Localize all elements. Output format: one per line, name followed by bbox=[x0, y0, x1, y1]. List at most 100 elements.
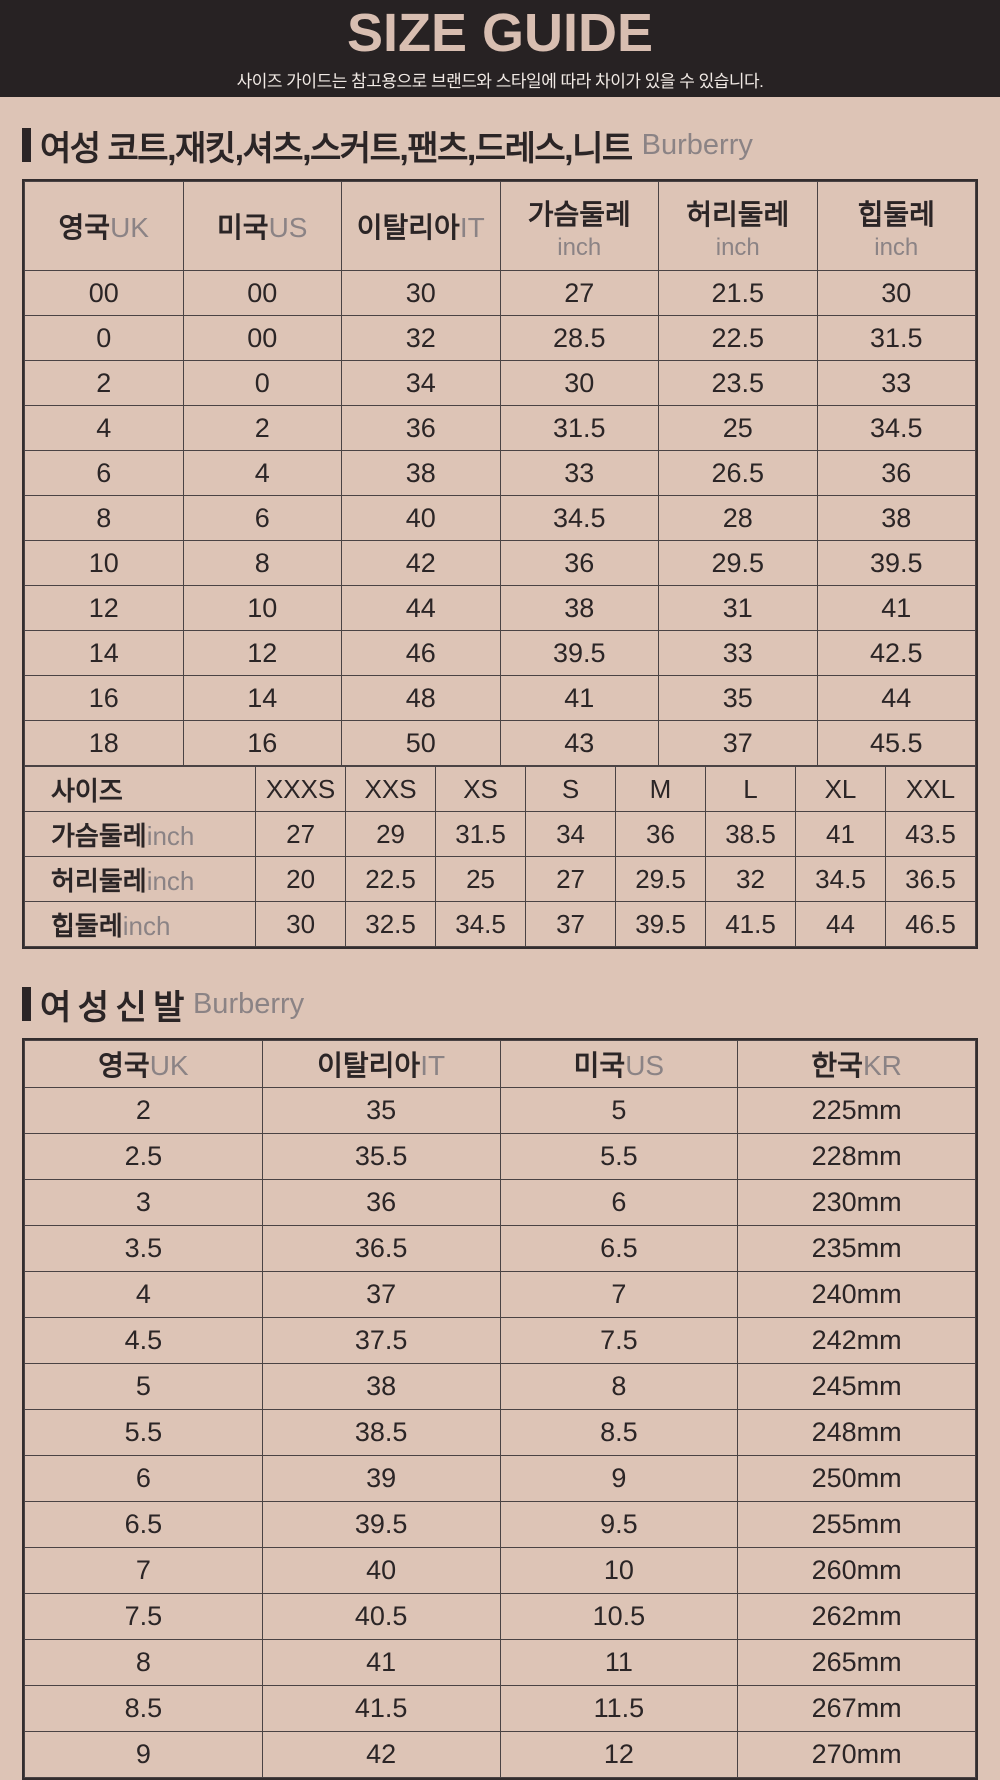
table-cell: 22.5 bbox=[345, 856, 437, 902]
table-row: 18 16 50 43 37 45.5 bbox=[24, 720, 976, 766]
table-cell: 6 bbox=[24, 1455, 263, 1502]
table-row: 7.5 40.5 10.5 262mm bbox=[24, 1593, 976, 1640]
table-cell: 38 bbox=[499, 585, 659, 631]
table-row: 7 40 10 260mm bbox=[24, 1547, 976, 1594]
table-cell: 11.5 bbox=[499, 1685, 739, 1732]
column-header-suffix: UK bbox=[110, 212, 149, 243]
column-header-suffix: inch bbox=[557, 233, 602, 261]
table-cell: 6 bbox=[182, 495, 342, 541]
table-cell: 36 bbox=[261, 1179, 501, 1226]
table-row: 5.5 38.5 8.5 248mm bbox=[24, 1409, 976, 1456]
table-cell: 34.5 bbox=[499, 495, 659, 541]
table-row: 2 35 5 225mm bbox=[24, 1087, 976, 1134]
column-header: 미국US bbox=[182, 181, 342, 271]
app-header: SIZE GUIDE 사이즈 가이드는 참고용으로 브랜드와 스타일에 따라 차… bbox=[0, 0, 1000, 97]
table-cell: 31 bbox=[658, 585, 818, 631]
table-cell: 4 bbox=[24, 405, 184, 451]
table-cell: 26.5 bbox=[658, 450, 818, 496]
table-cell: 18 bbox=[24, 720, 184, 766]
table-cell: 10 bbox=[24, 540, 184, 586]
table-row: 6.5 39.5 9.5 255mm bbox=[24, 1501, 976, 1548]
table-cell: 42.5 bbox=[816, 630, 976, 676]
table-cell: 38 bbox=[816, 495, 976, 541]
table-cell: 6.5 bbox=[24, 1501, 263, 1548]
table-cell: 33 bbox=[816, 360, 976, 406]
table-cell: 10 bbox=[499, 1547, 739, 1594]
column-header-suffix: inch bbox=[874, 233, 919, 261]
table-cell: 41 bbox=[261, 1639, 501, 1686]
table-cell: 34.5 bbox=[794, 856, 886, 902]
table-row: 8 41 11 265mm bbox=[24, 1639, 976, 1686]
table-cell: 44 bbox=[341, 585, 501, 631]
table-cell: 2 bbox=[24, 1087, 263, 1134]
table-cell: 267mm bbox=[737, 1685, 976, 1732]
table-cell: 2 bbox=[182, 405, 342, 451]
table-cell: 35 bbox=[658, 675, 818, 721]
table-row: 12 10 44 38 31 41 bbox=[24, 585, 976, 631]
table-cell: 00 bbox=[24, 270, 184, 316]
table-cell: 31.5 bbox=[816, 315, 976, 361]
table-cell: 8 bbox=[499, 1363, 739, 1410]
table-cell: 35 bbox=[261, 1087, 501, 1134]
table-cell: 12 bbox=[499, 1731, 739, 1778]
table-cell: 29 bbox=[345, 811, 437, 857]
table-cell: 22.5 bbox=[658, 315, 818, 361]
row-header: 힙둘레inch bbox=[23, 901, 257, 947]
table-cell: 240mm bbox=[737, 1271, 976, 1318]
column-header: S bbox=[525, 766, 617, 812]
table-cell: 27 bbox=[499, 270, 659, 316]
table-cell: 42 bbox=[341, 540, 501, 586]
column-header-suffix: IT bbox=[420, 1050, 446, 1081]
column-header-suffix: inch bbox=[715, 233, 760, 261]
table-cell: 20 bbox=[255, 856, 347, 902]
table-cell: 5 bbox=[24, 1363, 263, 1410]
column-header: XL bbox=[794, 766, 886, 812]
table-cell: 37 bbox=[658, 720, 818, 766]
table-row: 4 37 7 240mm bbox=[24, 1271, 976, 1318]
table-cell: 37 bbox=[261, 1271, 501, 1318]
table-cell: 44 bbox=[794, 901, 886, 947]
table-cell: 3.5 bbox=[24, 1225, 263, 1272]
table-cell: 25 bbox=[658, 405, 818, 451]
table-cell: 43.5 bbox=[884, 811, 977, 857]
table-cell: 248mm bbox=[737, 1409, 976, 1456]
table-cell: 3 bbox=[24, 1179, 263, 1226]
table-cell: 32.5 bbox=[345, 901, 437, 947]
table-cell: 38.5 bbox=[261, 1409, 501, 1456]
column-header: 힙둘레 inch bbox=[816, 181, 976, 271]
table-cell: 16 bbox=[24, 675, 184, 721]
table-row: 16 14 48 41 35 44 bbox=[24, 675, 976, 721]
table-cell: 270mm bbox=[737, 1731, 976, 1778]
column-header-suffix: UK bbox=[149, 1050, 189, 1081]
main-content: 여성 코트,재킷,셔츠,스커트,팬츠,드레스,니트 Burberry 영국UK 미… bbox=[0, 124, 1000, 1780]
column-header: 영국UK bbox=[24, 1040, 263, 1088]
table-cell: 37.5 bbox=[261, 1317, 501, 1364]
table-cell: 235mm bbox=[737, 1225, 976, 1272]
table-cell: 36 bbox=[615, 811, 706, 857]
table-cell: 27 bbox=[255, 811, 347, 857]
row-header-suffix: inch bbox=[146, 820, 195, 851]
section-marker-bar bbox=[22, 128, 31, 162]
table-row: 힙둘레inch 30 32.5 34.5 37 39.5 41.5 44 46.5 bbox=[23, 901, 977, 947]
table-cell: 30 bbox=[499, 360, 659, 406]
table-cell: 2.5 bbox=[24, 1133, 263, 1180]
table-cell: 5 bbox=[499, 1087, 739, 1134]
table-cell: 6 bbox=[24, 450, 184, 496]
shoes-size-table: 영국UK 이탈리아IT 미국US 한국KR 2 35 5 225mm 2.5 35.5 5.5 22… bbox=[24, 1040, 976, 1778]
table-row: 4 2 36 31.5 25 34.5 bbox=[24, 405, 976, 451]
table-cell: 30 bbox=[255, 901, 347, 947]
table-cell: 28 bbox=[658, 495, 818, 541]
column-header: 미국US bbox=[499, 1040, 739, 1088]
table-cell: 6 bbox=[499, 1179, 739, 1226]
table-cell: 230mm bbox=[737, 1179, 976, 1226]
table-cell: 29.5 bbox=[658, 540, 818, 586]
table-cell: 16 bbox=[182, 720, 342, 766]
column-header: 이탈리아IT bbox=[341, 181, 501, 271]
table-cell: 21.5 bbox=[658, 270, 818, 316]
table-cell: 39.5 bbox=[816, 540, 976, 586]
table-cell: 32 bbox=[705, 856, 796, 902]
section-marker-bar bbox=[22, 987, 31, 1021]
table-cell: 0 bbox=[24, 315, 184, 361]
row-header: 사이즈 bbox=[23, 766, 257, 812]
table-cell: 5.5 bbox=[24, 1409, 263, 1456]
